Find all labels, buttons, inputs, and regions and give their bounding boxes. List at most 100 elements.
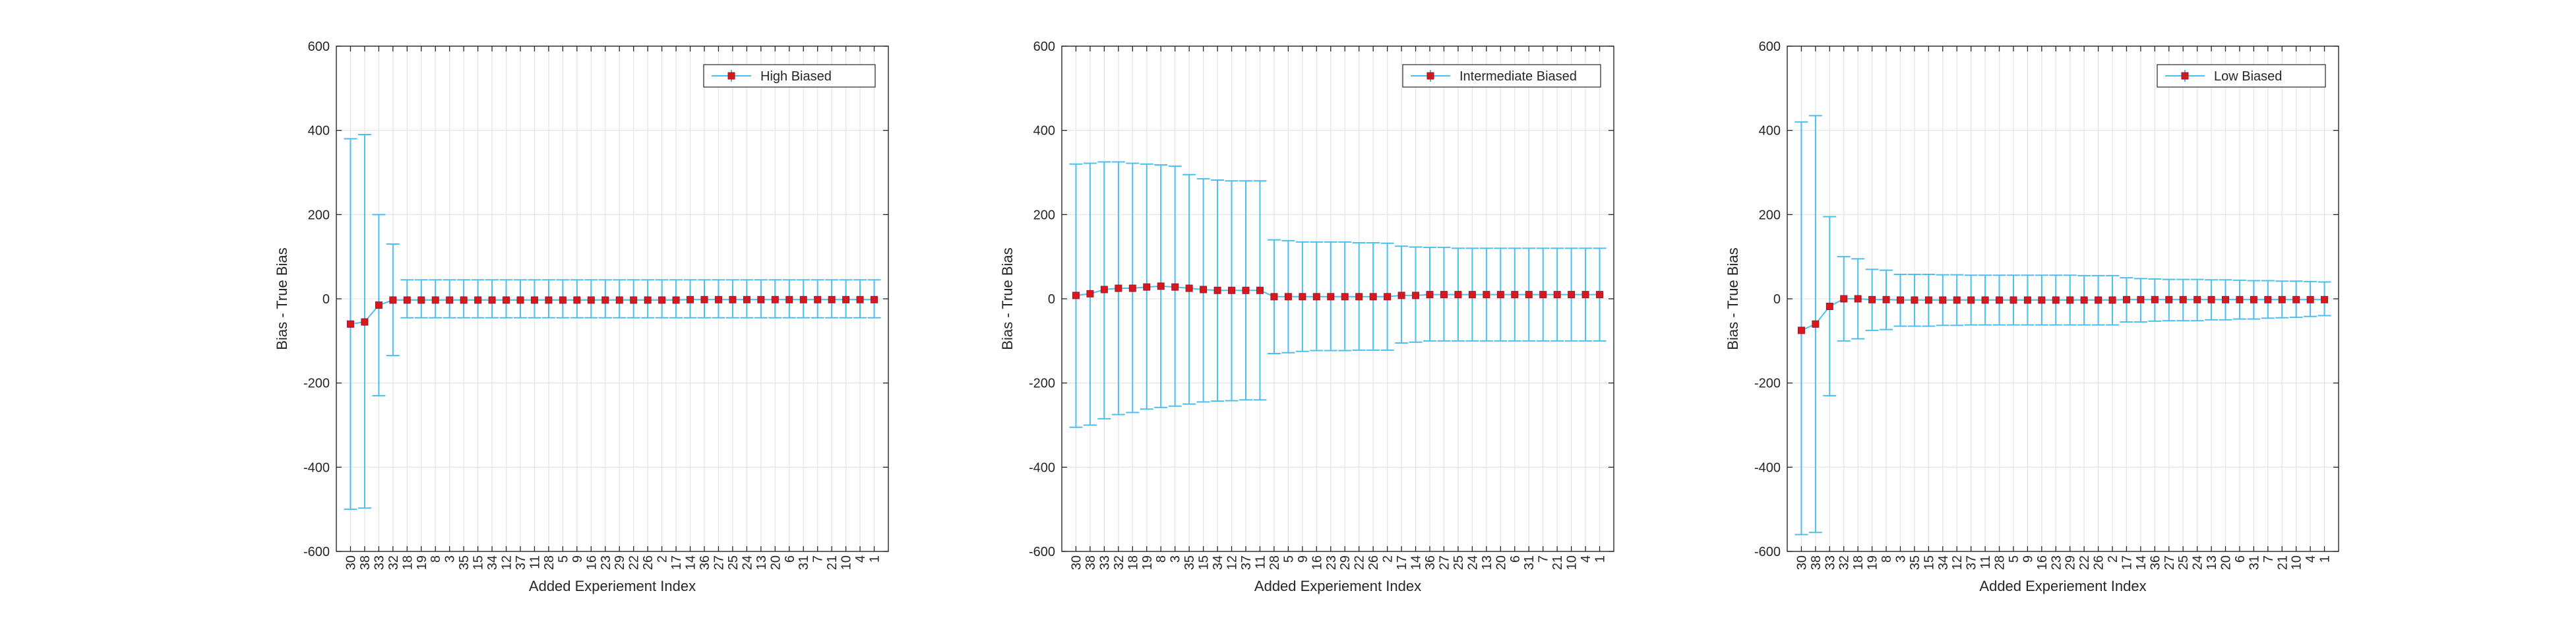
x-tick-label: 7	[811, 555, 826, 563]
x-tick-label: 15	[472, 555, 486, 570]
legend-label: Intermediate Biased	[1459, 69, 1577, 84]
data-point	[2306, 295, 2314, 303]
x-tick-label: 29	[1338, 555, 1353, 570]
x-tick-label: 21	[2275, 555, 2290, 570]
data-point	[516, 296, 524, 304]
x-tick-label: 1	[1593, 555, 1608, 563]
legend-label: High Biased	[760, 69, 832, 84]
data-point	[474, 296, 482, 304]
x-tick-label: 13	[754, 555, 769, 570]
data-point	[1825, 302, 1833, 310]
data-point	[375, 301, 383, 309]
data-point	[828, 295, 836, 303]
data-point	[1143, 283, 1151, 291]
x-tick-label: 9	[570, 555, 585, 563]
legend: Low Biased	[2157, 64, 2326, 88]
data-point	[1468, 291, 1476, 299]
x-tick-label: 14	[684, 555, 698, 570]
x-tick-label: 3	[1893, 555, 1908, 563]
y-tick-label: -600	[1754, 545, 1781, 559]
data-point	[2095, 296, 2102, 304]
data-point	[1581, 291, 1589, 299]
y-tick-label: -200	[1029, 377, 1055, 391]
y-axis-label: Bias - True Bias	[999, 247, 1016, 350]
data-point	[403, 296, 411, 304]
data-point	[446, 296, 454, 304]
data-point	[488, 296, 496, 304]
x-tick-label: 38	[1084, 555, 1098, 570]
data-point	[1341, 293, 1349, 301]
y-tick-label: 600	[1759, 40, 1781, 54]
data-point	[2207, 295, 2215, 303]
x-tick-label: 2	[2106, 555, 2120, 563]
x-tick-label: 8	[1880, 555, 1894, 563]
data-point	[1228, 286, 1236, 294]
x-tick-label: 21	[1550, 555, 1565, 570]
data-point	[1854, 295, 1862, 303]
x-tick-label: 34	[1211, 555, 1225, 570]
y-tick-label: -200	[1754, 377, 1781, 391]
x-tick-label: 17	[1395, 555, 1409, 570]
data-point	[2321, 295, 2329, 303]
data-point	[842, 295, 850, 303]
data-point	[1797, 327, 1805, 334]
x-tick-label: 1	[868, 555, 882, 563]
data-point	[1270, 293, 1278, 301]
x-tick-label: 1	[2318, 555, 2333, 563]
legend-marker	[727, 72, 735, 80]
x-tick-label: 23	[2049, 555, 2064, 570]
data-point	[1369, 293, 1377, 301]
legend-label: Low Biased	[2214, 69, 2282, 84]
data-point	[814, 295, 822, 303]
x-tick-label: 14	[1409, 555, 1424, 570]
data-point	[2108, 296, 2116, 304]
x-tick-label: 35	[457, 555, 472, 570]
data-point	[1355, 293, 1363, 301]
x-tick-label: 14	[2134, 555, 2149, 570]
x-axis-label: Added Experiement Index	[1979, 578, 2146, 594]
legend: High Biased	[703, 64, 876, 88]
x-tick-label: 6	[1508, 555, 1523, 563]
data-point	[1496, 291, 1504, 299]
x-tick-label: 36	[1423, 555, 1438, 570]
x-tick-label: 30	[344, 555, 358, 570]
x-tick-label: 2	[1381, 555, 1395, 563]
data-point	[1911, 296, 1918, 304]
data-point	[1981, 296, 1989, 304]
x-tick-label: 2	[656, 555, 670, 563]
data-point	[658, 296, 666, 304]
x-tick-label: 22	[627, 555, 642, 570]
data-point	[2250, 295, 2257, 303]
data-point	[559, 296, 567, 304]
x-tick-label: 13	[2205, 555, 2219, 570]
x-tick-label: 19	[415, 555, 429, 570]
x-tick-label: 11	[1253, 555, 1268, 569]
data-point	[361, 318, 369, 326]
x-tick-label: 24	[2191, 555, 2205, 570]
data-point	[503, 296, 510, 304]
data-point	[856, 295, 864, 303]
data-point	[1242, 286, 1250, 294]
x-tick-label: 31	[797, 555, 811, 570]
x-tick-label: 36	[2148, 555, 2162, 570]
x-tick-label: 16	[584, 555, 599, 570]
x-tick-label: 6	[2233, 555, 2248, 563]
data-point	[1967, 296, 1975, 304]
x-tick-label: 10	[840, 555, 854, 570]
data-point	[2264, 295, 2272, 303]
x-tick-label: 28	[542, 555, 557, 570]
y-tick-label: -400	[303, 460, 330, 475]
legend-marker	[2181, 72, 2189, 80]
x-tick-label: 17	[669, 555, 684, 570]
x-tick-label: 33	[1097, 555, 1112, 570]
x-tick-label: 13	[1480, 555, 1494, 570]
x-axis-label: Added Experiement Index	[529, 578, 696, 594]
data-point	[1953, 296, 1961, 304]
x-tick-label: 16	[1310, 555, 1324, 570]
data-point	[1868, 295, 1876, 303]
x-tick-label: 20	[768, 555, 783, 570]
x-tick-label: 27	[2162, 555, 2177, 570]
data-point	[1483, 291, 1490, 299]
data-point	[1299, 293, 1306, 301]
